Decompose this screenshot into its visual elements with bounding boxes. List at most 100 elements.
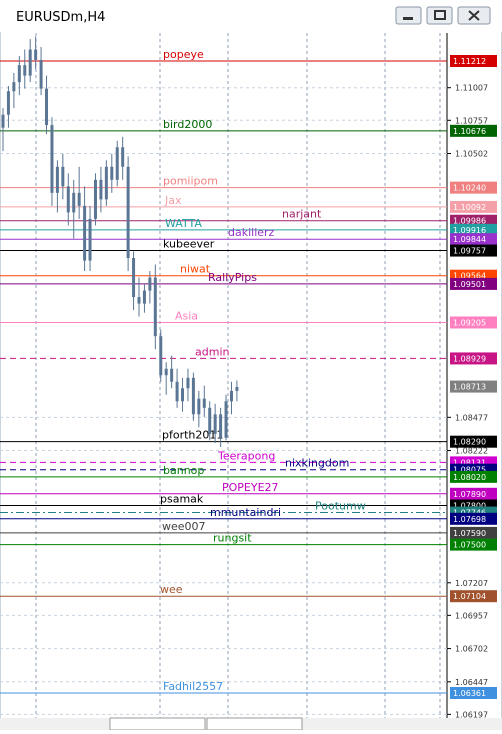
candle-body xyxy=(121,147,125,167)
level-name: Jax xyxy=(164,194,182,207)
candle-body xyxy=(126,166,130,258)
candle-body xyxy=(39,59,43,89)
level-price-tag xyxy=(450,506,497,519)
level-name: rungsit xyxy=(213,532,252,545)
candle-body xyxy=(104,166,108,200)
candle-body xyxy=(1,114,5,128)
level-price-label: 1.09986 xyxy=(453,217,486,226)
level-price-label: 1.10092 xyxy=(453,203,486,212)
level-name: Teerapong xyxy=(217,449,275,462)
level-price-label: 1.09205 xyxy=(453,318,486,327)
candle-body xyxy=(132,257,136,298)
price-tick-label: 1.08477 xyxy=(455,413,488,422)
candle-body xyxy=(153,277,157,337)
level-price-label: 1.07890 xyxy=(453,490,486,499)
level-price-label: 1.07800 xyxy=(453,502,486,511)
level-price-tag xyxy=(450,687,497,699)
candle-body xyxy=(219,414,223,438)
level-name: dakillerz xyxy=(228,226,275,239)
level-price-tag xyxy=(450,277,497,290)
level-price-label: 1.09757 xyxy=(453,247,486,256)
level-price-label: 1.09916 xyxy=(453,226,486,235)
level-price-label: 1.07698 xyxy=(453,515,486,524)
maximize-button[interactable] xyxy=(426,6,453,25)
candle-body xyxy=(159,336,163,376)
candle-body xyxy=(50,125,54,193)
level-price-label: 1.08020 xyxy=(453,473,486,482)
level-name: kubeever xyxy=(163,238,215,251)
level-price-tag xyxy=(450,124,497,137)
candle-body xyxy=(148,277,152,291)
candle-body xyxy=(110,166,114,180)
price-tick-label: 1.10502 xyxy=(455,150,488,159)
price-tick-label: 1.06197 xyxy=(455,710,488,719)
chart-tab[interactable] xyxy=(206,717,303,731)
candle-body xyxy=(17,65,21,83)
level-price-tag xyxy=(450,538,497,551)
price-tick-label: 1.08222 xyxy=(455,447,488,456)
candle-body xyxy=(77,192,81,206)
chart-tab[interactable] xyxy=(109,717,206,731)
level-price-label: 1.10676 xyxy=(453,127,486,136)
level-price-tag xyxy=(450,200,497,213)
maximize-icon xyxy=(434,10,446,20)
minimize-icon xyxy=(403,17,413,20)
close-icon xyxy=(468,10,480,21)
candle-body xyxy=(208,407,212,434)
level-name: psamak xyxy=(160,493,204,506)
candle-body xyxy=(23,65,27,76)
price-tick-label: 1.06957 xyxy=(455,611,488,620)
level-name: admin xyxy=(195,345,229,358)
level-price-label: 1.10240 xyxy=(453,184,486,193)
candle-body xyxy=(88,218,92,261)
level-name: nixkingdom xyxy=(285,457,349,470)
level-name: popeye xyxy=(163,48,204,61)
level-name: RallyPips xyxy=(208,271,257,284)
level-price-tag xyxy=(450,233,497,246)
candle-body xyxy=(72,192,76,213)
candle-body xyxy=(137,297,141,304)
level-price-tag xyxy=(450,316,497,329)
level-price-label: 1.09501 xyxy=(453,280,486,289)
candle-body xyxy=(115,147,119,180)
candle-body xyxy=(99,179,103,200)
minimize-button[interactable] xyxy=(395,6,422,25)
level-price-tag xyxy=(450,526,497,539)
level-price-tag xyxy=(450,487,497,500)
level-name: narjant xyxy=(282,208,322,221)
candle-body xyxy=(213,414,217,434)
level-name: wee xyxy=(160,583,183,596)
price-tick-label: 1.06702 xyxy=(455,645,488,654)
level-price-label: 1.06361 xyxy=(453,689,486,698)
level-price-tag xyxy=(450,223,497,236)
candle-body xyxy=(93,179,97,219)
level-price-tag xyxy=(450,470,497,483)
candle-body xyxy=(66,186,70,213)
level-price-tag xyxy=(450,214,497,227)
level-price-label: 1.08075 xyxy=(453,466,486,475)
candle-body xyxy=(55,166,59,193)
level-price-label: 1.07500 xyxy=(453,541,486,550)
window-title: EURUSDm,H4 xyxy=(16,10,105,25)
candle-body xyxy=(197,398,201,415)
level-name: niwat xyxy=(180,263,211,276)
candle-body xyxy=(34,49,38,60)
level-price-tag xyxy=(450,181,497,194)
level-price-tag xyxy=(450,590,497,603)
candle-body xyxy=(175,381,179,402)
level-price-label: 1.09564 xyxy=(453,272,486,281)
price-tick-label: 1.11007 xyxy=(455,84,488,93)
level-price-label: 1.08929 xyxy=(453,354,486,363)
level-price-label: 1.08290 xyxy=(453,438,486,447)
level-name: wee007 xyxy=(162,520,206,533)
candle-body xyxy=(224,401,228,438)
level-price-label: 1.07590 xyxy=(453,529,486,538)
level-name: bannop xyxy=(163,464,204,477)
candle-body xyxy=(191,377,195,415)
level-name: WATTA xyxy=(165,217,202,230)
level-price-label: 1.07104 xyxy=(453,592,486,601)
level-price-label: 1.11212 xyxy=(453,57,486,66)
price-tick-label: 1.10757 xyxy=(455,116,488,125)
